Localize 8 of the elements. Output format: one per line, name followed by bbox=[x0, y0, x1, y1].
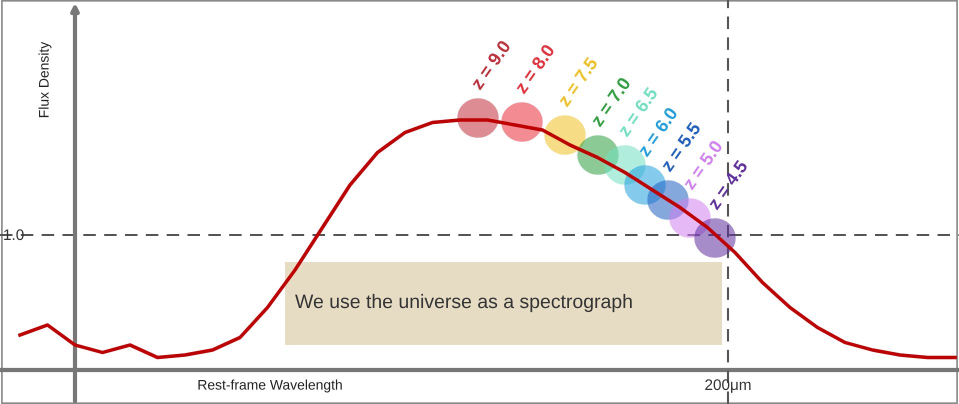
text: 200μm bbox=[705, 379, 751, 393]
text: z = 7.5 bbox=[557, 56, 598, 108]
annotation: 1.0 bbox=[4, 229, 24, 240]
text: z = 9.0 bbox=[470, 39, 512, 90]
text: z = 8.0 bbox=[514, 43, 556, 94]
x-axis-title: Rest-frame Wavelength bbox=[198, 380, 342, 392]
annotation: We use the universe as a spectrograph bbox=[295, 294, 632, 312]
y-axis-title: Flux Density bbox=[38, 42, 52, 118]
